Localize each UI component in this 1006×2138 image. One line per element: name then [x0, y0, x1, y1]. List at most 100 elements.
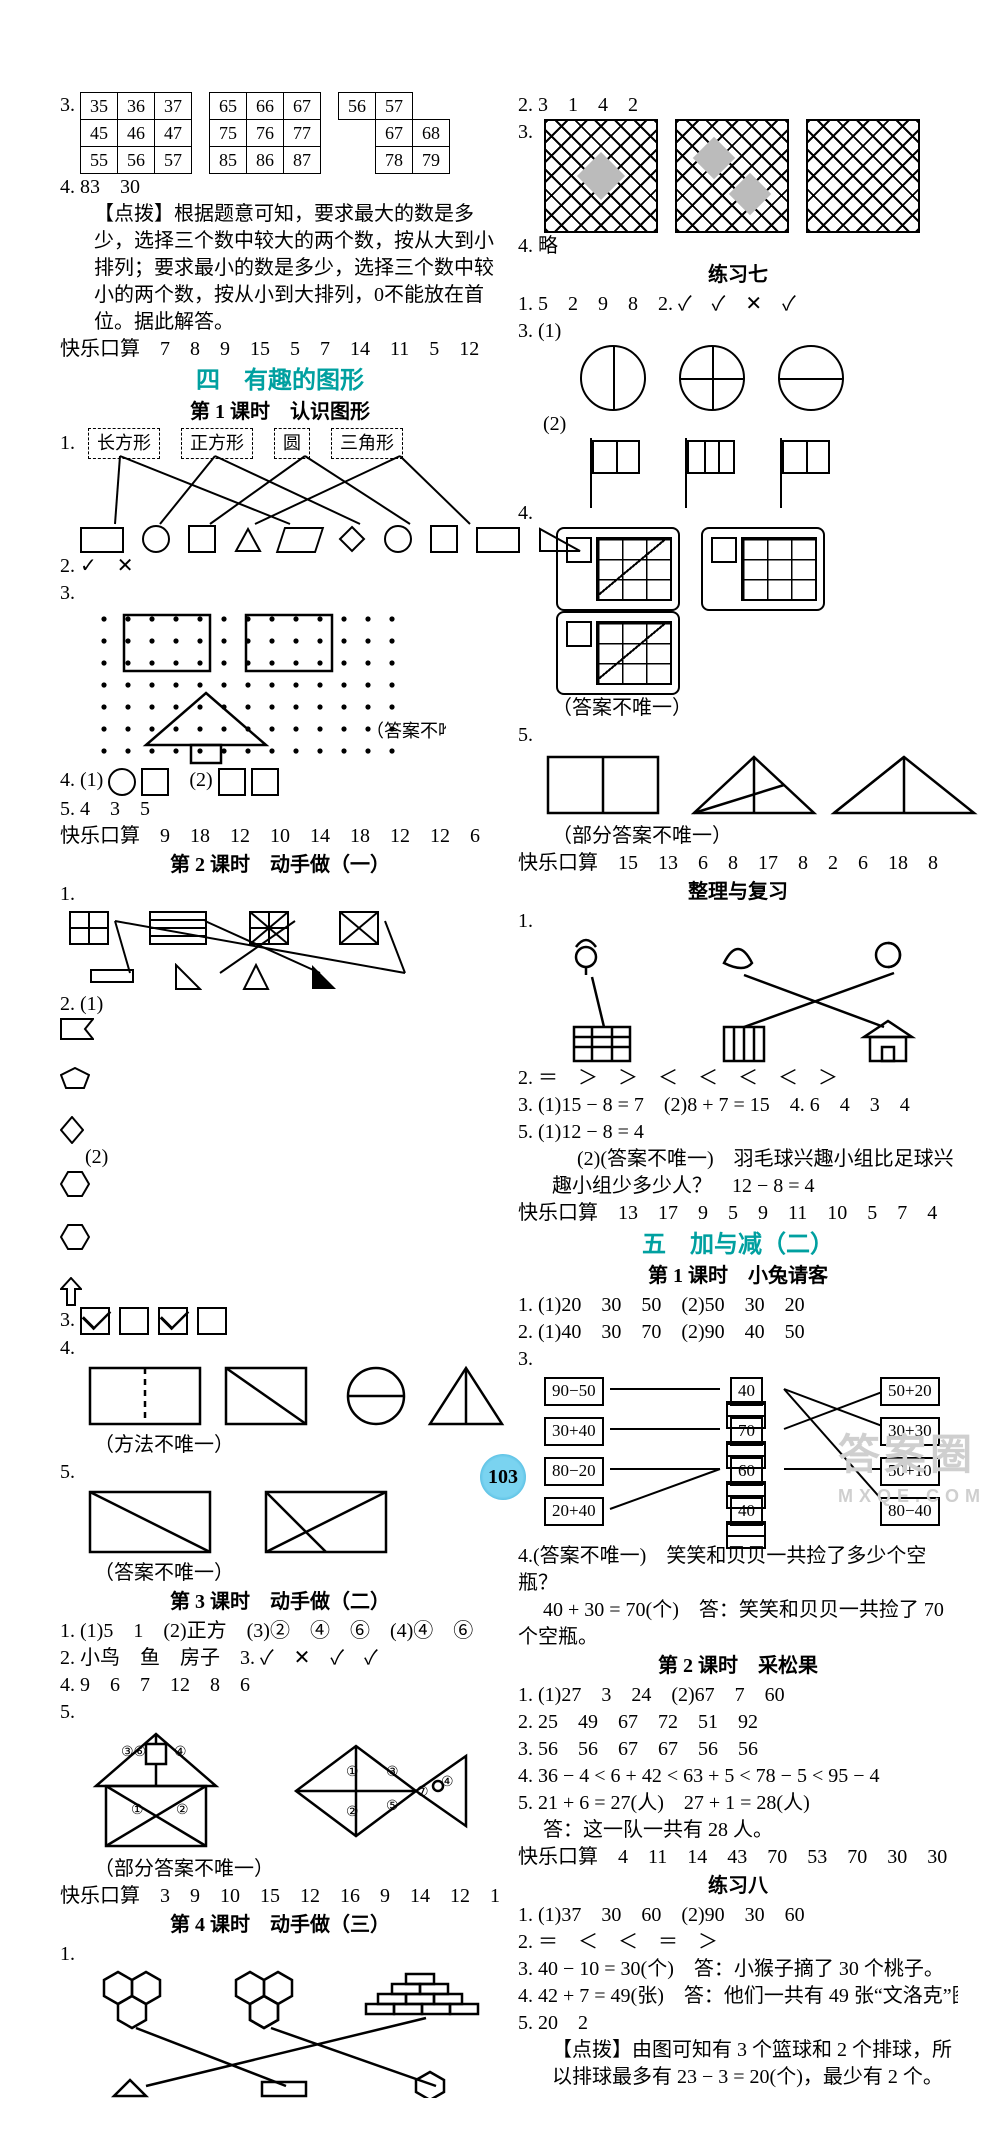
pies-row — [566, 345, 958, 411]
e8-2: 2. ＝ ＜ ＜ ＝ ＞ — [518, 1929, 958, 1956]
hex-icon — [60, 1171, 90, 1197]
l2-q4: 4. — [60, 1335, 500, 1362]
svg-text:④: ④ — [174, 1745, 187, 1760]
c5-3: 3. — [518, 1346, 958, 1373]
banner-icon — [60, 1018, 94, 1040]
l4-matching-icon — [86, 1968, 506, 2098]
device-2-icon — [701, 527, 825, 611]
device-3-icon — [556, 611, 680, 695]
arrow-up-icon — [60, 1277, 82, 1307]
zlfx-heading: 整理与复习 — [518, 879, 958, 906]
svg-text:①: ① — [131, 1803, 144, 1818]
shape-square2-icon — [430, 525, 458, 553]
checkbox-blank-icon — [119, 1307, 149, 1335]
r-q3: 3. — [518, 119, 958, 233]
flag-half-icon — [580, 438, 642, 500]
p2-4: 4. 36 − 4 < 6 + 42 < 63 + 5 < 78 − 5 < 9… — [518, 1763, 958, 1790]
expr-l0: 90−50 — [544, 1377, 604, 1406]
ex7-heading: 练习七 — [518, 262, 958, 289]
ex7-5-shapes-icon — [544, 749, 984, 823]
kousuan-2: 快乐口算 9 18 12 10 14 18 12 12 6 9 10 — [60, 823, 500, 850]
pent-icon — [60, 1067, 90, 1089]
kousuan-4: 快乐口算 15 13 6 8 17 8 2 6 18 8 15 — [518, 850, 958, 877]
l3-3: 4. 9 6 7 12 8 6 — [60, 1672, 500, 1699]
shape-circle-icon — [142, 525, 170, 553]
shape-triangle-icon — [234, 527, 262, 553]
p2-1: 1. (1)27 3 24 (2)67 7 60 — [518, 1682, 958, 1709]
l2-q3: 3. — [60, 1307, 500, 1335]
zl-5b: (2)(答案不唯一) 羽毛球兴趣小组比足球兴趣小组少多少人？ 12 − 8 = … — [518, 1146, 958, 1200]
p2-5: 5. 21 + 6 = 27(人) 27 + 1 = 28(人) 答：这一队一共… — [518, 1790, 958, 1844]
hatch-2-icon — [675, 119, 789, 233]
piece-bar-icon — [90, 969, 134, 991]
circle-icon — [108, 768, 136, 796]
kousuan-5: 快乐口算 13 17 9 5 9 11 10 5 7 4 6 10 — [518, 1200, 958, 1227]
devices-row — [548, 527, 958, 695]
ex7-3a: 3. (1) — [518, 318, 958, 345]
svg-text:⑦: ⑦ — [416, 1785, 429, 1800]
flags-row — [566, 438, 958, 500]
watermark-big: 答案圈 — [838, 1431, 976, 1478]
q5-counts: 5. 4 3 5 — [60, 796, 500, 823]
monitor-icon — [726, 1521, 766, 1549]
kousuan-6: 快乐口算 4 11 14 43 70 53 70 30 30 60 86 60 — [518, 1844, 958, 1871]
right-column: 2. 3 1 4 2 3. 4. 略 练习七 1. 5 2 9 8 2. ✓ ✓… — [518, 92, 958, 2098]
svg-text:②: ② — [346, 1805, 359, 1820]
lesson-5-2: 第 2 课时 采松果 — [518, 1653, 958, 1680]
hatch-3-icon — [806, 119, 920, 233]
l2-q2: 2. (1) — [60, 991, 500, 1144]
square-icon — [218, 768, 246, 796]
watermark-small: MXQE.COM — [838, 1484, 986, 1508]
svg-text:④: ④ — [441, 1775, 454, 1790]
kousuan-1: 快乐口算 7 8 9 15 5 7 14 11 5 12 10 16 — [60, 336, 500, 363]
c5-2: 2. (1)40 30 70 (2)90 40 50 — [518, 1319, 958, 1346]
q2-marks: 2. ✓ ✕ — [60, 553, 500, 580]
checkbox-icon — [158, 1307, 188, 1335]
shape-square-icon — [188, 525, 216, 553]
watermark: 答案圈 MXQE.COM — [838, 1427, 986, 1508]
q4-line2: 4. (1) (2) — [60, 767, 500, 795]
l3-4: 5. — [60, 1699, 500, 1726]
svg-text:⑤: ⑤ — [386, 1799, 399, 1814]
l2-q5: 5. — [60, 1459, 500, 1486]
c5-1: 1. (1)20 30 50 (2)50 30 20 — [518, 1292, 958, 1319]
pie-quarter-icon — [679, 345, 745, 411]
device-1-icon — [556, 527, 680, 611]
c5-4: 4.(答案不唯一) 笑笑和贝贝一共捡了多少个空瓶？ 40 + 30 = 70(个… — [518, 1543, 958, 1651]
e8-dianbo: 【点拨】由图可知有 3 个篮球和 2 个排球，所以排球最多有 23 − 3 = … — [518, 2037, 958, 2091]
q3-label: 3. — [60, 580, 500, 607]
tangram-icon: ③⑥④ ①② ①③ ②⑤⑦④ — [86, 1726, 506, 1856]
lesson-5-1: 第 1 课时 小兔请客 — [518, 1263, 958, 1290]
expr-l3: 20+40 — [544, 1497, 604, 1526]
zl-5a: 5. (1)12 − 8 = 4 — [518, 1119, 958, 1146]
shape-rect-icon — [80, 527, 124, 553]
piece-rt-tri-icon — [174, 963, 202, 991]
svg-text:（答案不唯一）: （答案不唯一） — [366, 721, 446, 741]
left-column: 3. 353637454647555657 656667757677858687… — [60, 92, 500, 2098]
l2-q2b: (2) — [60, 1144, 500, 1307]
r-q4: 4. 略 — [518, 233, 958, 260]
num-grid-1: 353637454647555657 — [80, 92, 192, 174]
piece-diag-icon — [310, 963, 338, 991]
piece-iso-tri-icon — [242, 963, 270, 991]
lesson-4-2: 第 2 课时 动手做（一） — [60, 852, 500, 879]
svg-text:①: ① — [346, 1765, 359, 1780]
monitor-icon — [726, 1401, 766, 1429]
lesson-4-4: 第 4 课时 动手做（三） — [60, 1912, 500, 1939]
svg-text:③: ③ — [386, 1765, 399, 1780]
page-columns: 3. 353637454647555657 656667757677858687… — [0, 0, 1006, 2138]
chapter-5-heading: 五 加与减（二） — [518, 1229, 958, 1261]
q3-grids: 3. 353637454647555657 656667757677858687… — [60, 92, 500, 174]
l2-q1-matching: 1. — [60, 881, 500, 991]
svg-text:③⑥: ③⑥ — [121, 1745, 146, 1760]
expr-l1: 30+40 — [544, 1417, 604, 1446]
monitor-icon — [726, 1481, 766, 1509]
lesson-4-1: 第 1 课时 认识图形 — [60, 399, 500, 426]
l3-1: 1. (1)5 1 (2)正方 (3)② ④ ⑥ (4)④ ⑥ — [60, 1618, 500, 1645]
checkbox-icon — [80, 1307, 110, 1335]
q4-shapes-icon — [86, 1362, 506, 1432]
diamond-icon — [60, 1116, 84, 1144]
flag-third-icon — [675, 438, 737, 500]
ex7-4: 4. — [518, 500, 958, 527]
q5-note: （答案不唯一） — [60, 1560, 500, 1587]
